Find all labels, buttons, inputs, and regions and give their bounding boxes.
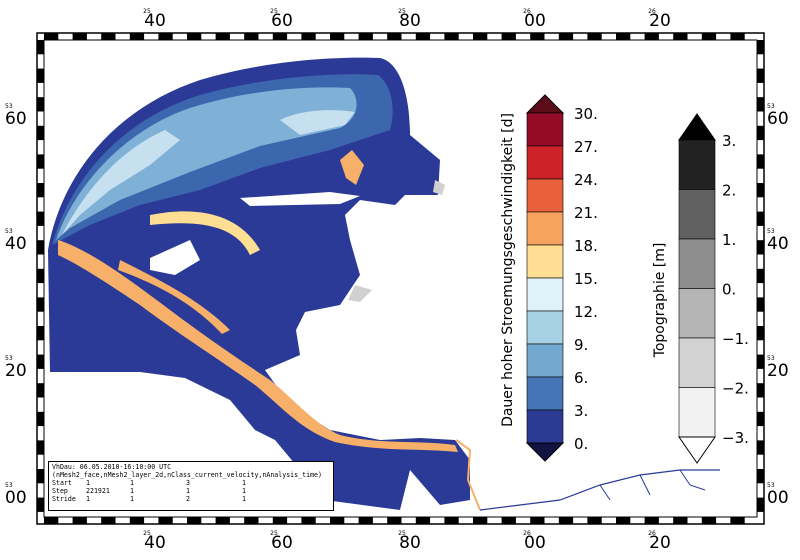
y-tick-sublabel-left: 53 (5, 228, 13, 235)
y-tick-label-right: 60 (767, 109, 789, 129)
y-tick-label-left: 20 (5, 361, 27, 381)
x-tick-sublabel-top: 26 (648, 8, 656, 15)
x-tick-label-top: 40 (144, 11, 166, 31)
topo-tick-label: 1. (722, 231, 736, 249)
colorbar-swatch (526, 211, 564, 246)
colorbar-max-arrow (525, 94, 565, 114)
y-tick-sublabel-left: 53 (5, 482, 13, 489)
x-tick-sublabel-bottom: 25 (143, 530, 151, 537)
topo-tick-label: 2. (722, 182, 736, 200)
colorbar-swatch (526, 244, 564, 279)
colorbar-swatch (526, 376, 564, 411)
topo-swatch (678, 288, 716, 339)
info-row-start: Start 1 1 3 1 (52, 479, 246, 487)
y-tick-sublabel-right: 53 (767, 355, 775, 362)
topo-tick-label: −2. (722, 380, 749, 398)
y-tick-label-right: 40 (767, 234, 789, 254)
topo-tick-label: −1. (722, 330, 749, 348)
y-tick-sublabel-right: 53 (767, 103, 775, 110)
x-tick-label-bottom: 80 (399, 533, 421, 553)
colorbar-tick-label: 27. (574, 138, 598, 156)
topography-legend: 3. 2. 1. 0. −1. −2. −3. Topographie [m] (652, 113, 749, 464)
colorbar-tick-label: 18. (574, 237, 598, 255)
map-frame: 4040252560602525808025250000262620202626… (5, 8, 789, 553)
colorbar-swatch (526, 310, 564, 345)
x-tick-sublabel-bottom: 25 (270, 530, 278, 537)
colorbar-tick-label: 0. (574, 435, 588, 453)
colorbar-tick-label: 30. (574, 105, 598, 123)
colorbar-swatch (526, 277, 564, 312)
x-tick-sublabel-bottom: 26 (648, 530, 656, 537)
topo-max-arrow (678, 113, 716, 141)
x-tick-label-top: 00 (524, 11, 546, 31)
x-tick-label-bottom: 40 (144, 533, 166, 553)
topo-swatch (678, 189, 716, 240)
x-tick-label-top: 20 (649, 11, 671, 31)
topography-legend-title: Topographie [m] (652, 243, 668, 359)
colorbar-swatch (526, 409, 564, 444)
colorbar-tick-label: 15. (574, 270, 598, 288)
x-tick-label-bottom: 00 (524, 533, 546, 553)
colorbar-swatch (526, 343, 564, 378)
y-tick-label-left: 00 (5, 488, 27, 508)
colorbar-tick-label: 6. (574, 369, 588, 387)
colorbar-swatch (526, 145, 564, 180)
x-tick-sublabel-top: 25 (143, 8, 151, 15)
topo-tick-label: −3. (722, 429, 749, 447)
duration-legend-title: Dauer hoher Stroemungsgeschwindigkeit [d… (500, 113, 516, 427)
colorbar-tick-label: 24. (574, 171, 598, 189)
main-channel (58, 240, 458, 452)
topo-min-arrow (678, 436, 716, 464)
topo-tick-label: 3. (722, 132, 736, 150)
info-row-step: Step 221921 1 1 1 (52, 487, 246, 495)
colorbar-tick-label: 12. (574, 303, 598, 321)
y-tick-sublabel-right: 53 (767, 228, 775, 235)
topo-swatch (678, 337, 716, 388)
duration-legend: 30. 27. 24. 21. 18. 15. 12. 9. 6. 3. 0. Dauer hohe… (500, 94, 598, 462)
y-tick-label-left: 40 (5, 234, 27, 254)
topo-swatch (678, 139, 716, 190)
x-tick-sublabel-top: 25 (270, 8, 278, 15)
map-area (48, 57, 720, 511)
x-tick-sublabel-top: 25 (398, 8, 406, 15)
x-tick-label-top: 80 (399, 11, 421, 31)
info-title: VhDau: 06.05.2010-16:10:00 UTC (52, 463, 172, 471)
y-tick-sublabel-left: 53 (5, 355, 13, 362)
info-dimensions: (nMesh2_face,nMesh2_layer_2d,nClass_curr… (52, 471, 322, 479)
topo-tick-label: 0. (722, 281, 736, 299)
topo-swatch (678, 387, 716, 438)
info-box: VhDau: 06.05.2010-16:10:00 UTC (nMesh2_f… (48, 461, 334, 511)
colorbar-tick-label: 3. (574, 402, 588, 420)
x-tick-sublabel-top: 26 (523, 8, 531, 15)
colorbar-swatch (526, 112, 564, 147)
y-tick-label-left: 60 (5, 109, 27, 129)
topography-colorbar (678, 113, 716, 464)
colorbar-swatch (526, 178, 564, 213)
colorbar-tick-label: 9. (574, 336, 588, 354)
y-tick-sublabel-left: 53 (5, 103, 13, 110)
colorbar-tick-label: 21. (574, 204, 598, 222)
info-row-stride: Stride 1 1 2 1 (52, 495, 246, 503)
x-tick-sublabel-bottom: 25 (398, 530, 406, 537)
y-tick-label-right: 20 (767, 361, 789, 381)
y-tick-label-right: 00 (767, 488, 789, 508)
y-tick-sublabel-right: 53 (767, 482, 775, 489)
x-tick-sublabel-bottom: 26 (523, 530, 531, 537)
topo-swatch (678, 238, 716, 289)
x-tick-label-bottom: 20 (649, 533, 671, 553)
colorbar-min-arrow (525, 442, 565, 462)
x-tick-label-top: 60 (271, 11, 293, 31)
duration-colorbar (525, 94, 565, 462)
x-tick-label-bottom: 60 (271, 533, 293, 553)
